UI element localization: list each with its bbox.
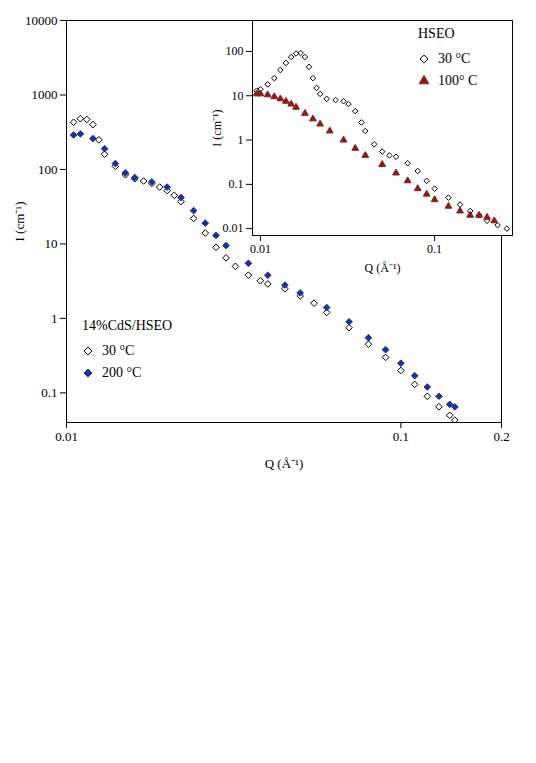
svg-text:100: 100: [38, 162, 58, 177]
svg-text:Q (Å⁻¹): Q (Å⁻¹): [365, 261, 401, 275]
svg-text:0.1: 0.1: [427, 242, 442, 256]
html-text:HSEO: HSEO: [418, 26, 455, 41]
html-text:30 °C: 30 °C: [102, 343, 135, 358]
html-text:100° C: 100° C: [438, 73, 478, 88]
svg-text:100: 100: [226, 44, 244, 58]
html-text:14%CdS/HSEO: 14%CdS/HSEO: [82, 318, 173, 333]
svg-text:0.1: 0.1: [393, 429, 409, 444]
svg-text:1000: 1000: [32, 87, 58, 102]
svg-text:0.01: 0.01: [250, 242, 271, 256]
svg-text:I (cm⁻¹): I (cm⁻¹): [12, 201, 27, 241]
svg-text:10: 10: [45, 236, 58, 251]
svg-text:0.1: 0.1: [229, 177, 244, 191]
svg-text:0.2: 0.2: [493, 429, 509, 444]
html-text:200 °C: 200 °C: [102, 365, 142, 380]
svg-text:10: 10: [232, 89, 244, 103]
svg-text:Q (Å⁻¹): Q (Å⁻¹): [265, 456, 304, 471]
svg-text:I (cm⁻¹): I (cm⁻¹): [210, 109, 224, 146]
svg-text:1: 1: [51, 311, 58, 326]
svg-text:0.01: 0.01: [55, 429, 78, 444]
svg-text:0.01: 0.01: [223, 221, 244, 235]
html-text:30 °C: 30 °C: [438, 51, 471, 66]
svg-text:10000: 10000: [25, 13, 58, 28]
svg-text:0.1: 0.1: [41, 385, 57, 400]
svg-text:1: 1: [238, 133, 244, 147]
